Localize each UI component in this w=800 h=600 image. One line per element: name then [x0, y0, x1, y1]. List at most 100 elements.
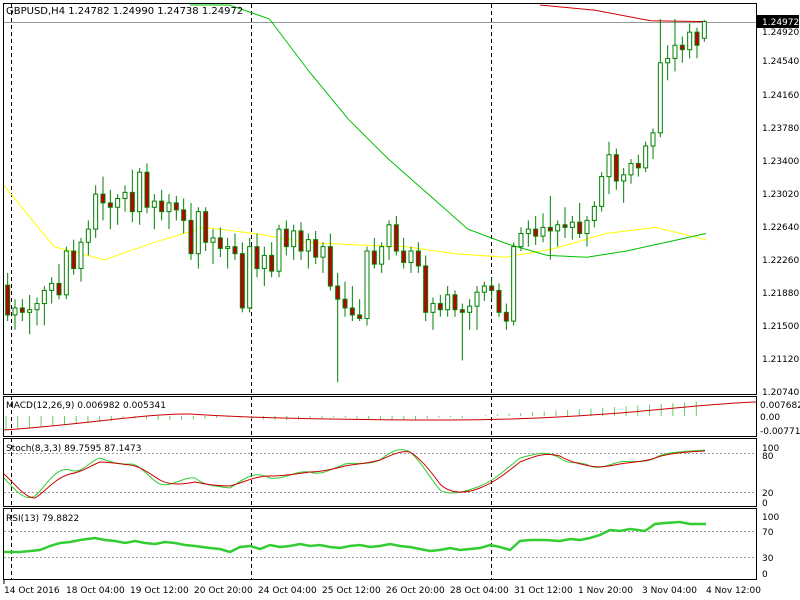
candle-body — [518, 233, 524, 248]
candle — [181, 198, 187, 234]
candle-body — [247, 246, 253, 309]
candle — [100, 176, 106, 221]
candle — [261, 246, 267, 287]
candle — [393, 216, 399, 256]
candle — [445, 286, 451, 317]
candle-body — [269, 254, 275, 272]
time-tick: 14 Oct 2016 — [4, 586, 60, 596]
candle — [217, 227, 223, 258]
candle-body — [694, 31, 700, 46]
candle — [643, 141, 649, 173]
time-tick: 4 Nov 12:00 — [706, 586, 761, 596]
candle-body — [5, 284, 11, 316]
rsi-level-lines — [4, 531, 756, 558]
candle — [210, 229, 216, 265]
stoch-tick: 20 — [762, 489, 774, 499]
candle — [151, 194, 157, 230]
candle — [327, 233, 333, 291]
candle — [408, 246, 414, 273]
candle-body — [657, 62, 663, 134]
time-tick: 31 Oct 12:00 — [514, 586, 573, 596]
candle — [665, 45, 671, 81]
main-chart-frame — [3, 3, 757, 395]
rsi-tick: 70 — [762, 528, 774, 538]
price-tick: 1.24540 — [762, 57, 799, 67]
stoch-tick: 100 — [762, 444, 779, 454]
candle-body — [672, 44, 678, 59]
candle-body — [621, 174, 627, 182]
candle-body — [261, 254, 267, 270]
macd-label: MACD(12,26,9) 0.006982 0.005341 — [6, 401, 166, 411]
candle-body — [408, 250, 414, 263]
candle-body — [232, 246, 238, 255]
candle — [518, 227, 524, 252]
candle-body — [489, 285, 495, 291]
rsi-label: RSI(13) 79.8822 — [6, 514, 79, 524]
candle — [313, 230, 319, 265]
candle-body — [577, 221, 583, 235]
price-tick: 1.23020 — [762, 190, 799, 200]
candle — [555, 220, 561, 247]
time-tick: 28 Oct 04:00 — [450, 586, 509, 596]
candle — [489, 277, 495, 300]
candle — [19, 299, 25, 322]
candle-body — [27, 309, 33, 313]
moving-average-line-red — [539, 4, 707, 23]
price-tick: 1.22260 — [762, 256, 799, 266]
candle-body — [188, 219, 194, 255]
candle-body — [327, 246, 333, 287]
candle — [269, 242, 275, 278]
candle-body — [701, 21, 707, 39]
candle-body — [599, 176, 605, 207]
candle — [672, 19, 678, 72]
candle-body — [225, 246, 231, 249]
moving-average-line-green — [190, 4, 707, 258]
candle — [694, 27, 700, 59]
candle — [203, 207, 209, 252]
macd-tick: 0.007682 — [760, 401, 800, 411]
rsi-tick: 30 — [762, 554, 774, 564]
candle-body — [129, 191, 135, 213]
candle-body — [217, 237, 223, 249]
candle — [613, 148, 619, 190]
candle — [342, 281, 348, 317]
candle — [63, 246, 69, 300]
stoch-main-line — [3, 449, 706, 498]
rsi-line — [4, 520, 706, 554]
price-tick: 1.24160 — [762, 91, 799, 101]
candle — [78, 237, 84, 282]
candle — [137, 167, 143, 225]
candle — [34, 297, 40, 326]
macd-tick: 0.00 — [760, 413, 780, 423]
stoch-tick: 0 — [762, 499, 768, 509]
candle — [621, 167, 627, 203]
price-tick: 1.21500 — [762, 322, 799, 332]
candle-body — [635, 162, 641, 169]
candle — [569, 216, 575, 240]
candle-body — [459, 309, 465, 313]
candle — [459, 303, 465, 361]
candle-body — [305, 239, 311, 252]
candle — [195, 207, 201, 269]
candle-body — [151, 200, 157, 208]
candle-body — [181, 209, 187, 221]
candle-body — [533, 228, 539, 237]
time-axis: 14 Oct 2016 18 Oct 04:00 19 Oct 12:00 20… — [3, 580, 761, 596]
candle — [225, 237, 231, 269]
candle — [481, 281, 487, 301]
candle — [401, 237, 407, 269]
price-tick: 1.21880 — [762, 289, 799, 299]
candle — [511, 242, 517, 326]
rsi-panel-frame — [3, 508, 757, 580]
candle-body — [386, 224, 392, 248]
candle — [474, 286, 480, 330]
moving-averages — [3, 4, 707, 261]
candle — [239, 242, 245, 313]
candle-body — [63, 250, 69, 296]
candle-body — [540, 226, 546, 237]
candle-body — [349, 307, 355, 316]
candle-body — [122, 191, 128, 200]
candle-body — [503, 311, 509, 322]
candle — [540, 213, 546, 243]
candle — [584, 216, 590, 247]
